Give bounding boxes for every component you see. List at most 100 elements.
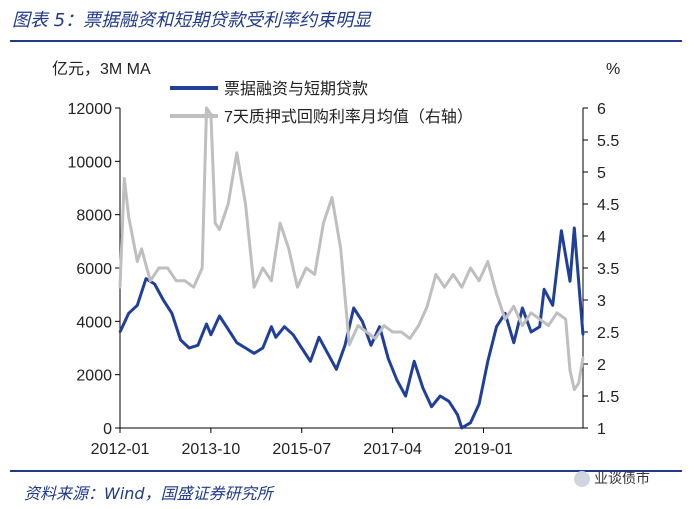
- data-point-repo-rate: [365, 330, 368, 334]
- data-point-loans: [209, 333, 213, 336]
- data-point-loans: [387, 357, 390, 360]
- data-point-loans: [378, 325, 381, 328]
- y2-tick-label: 3.5: [597, 261, 619, 278]
- data-point-repo-rate: [339, 247, 342, 250]
- data-point-loans: [179, 338, 182, 342]
- data-point-loans: [252, 352, 256, 355]
- data-point-loans: [227, 328, 230, 331]
- data-point-loans: [170, 312, 174, 315]
- y2-tick-label: 3: [597, 293, 606, 310]
- y2-tick-label: 1: [597, 421, 606, 438]
- x-tick-label: 2019-01: [454, 441, 513, 458]
- data-point-loans: [153, 282, 156, 286]
- data-point-loans: [529, 330, 533, 334]
- data-point-repo-rate: [313, 273, 316, 276]
- y2-tick-label: 5: [597, 165, 606, 182]
- data-point-loans: [361, 320, 364, 323]
- data-point-repo-rate: [443, 286, 446, 289]
- data-point-repo-rate: [304, 266, 308, 270]
- data-point-loans: [421, 386, 425, 390]
- data-point-loans: [512, 341, 515, 344]
- data-point-repo-rate: [296, 286, 299, 289]
- data-point-repo-rate: [426, 305, 429, 308]
- y2-tick-label: 6: [597, 101, 606, 118]
- data-point-repo-rate: [157, 266, 161, 270]
- data-point-repo-rate: [564, 318, 567, 321]
- y2-tick-label: 2.5: [597, 325, 619, 342]
- data-point-repo-rate: [252, 286, 256, 289]
- legend-label-1: 票据融资与短期贷款: [224, 80, 368, 98]
- data-point-repo-rate: [391, 330, 394, 334]
- left-axis-label: 亿元，3M MA: [52, 60, 151, 78]
- data-point-repo-rate: [417, 324, 420, 327]
- data-point-repo-rate: [400, 330, 403, 334]
- data-point-repo-rate: [538, 318, 541, 321]
- data-point-loans: [460, 426, 463, 430]
- y-tick-label: 8000: [76, 208, 112, 225]
- data-point-loans: [136, 304, 139, 307]
- data-point-loans: [244, 346, 247, 350]
- data-point-loans: [205, 322, 208, 326]
- data-point-repo-rate: [452, 273, 455, 276]
- y2-tick-label: 1.5: [597, 389, 619, 406]
- data-point-loans: [127, 312, 130, 315]
- data-point-loans: [413, 360, 416, 363]
- data-point-loans: [581, 333, 585, 336]
- data-point-loans: [291, 333, 295, 336]
- right-axis-label: %: [606, 61, 620, 78]
- data-point-repo-rate: [205, 106, 208, 110]
- data-point-repo-rate: [460, 286, 463, 289]
- data-point-loans: [439, 394, 442, 398]
- data-point-repo-rate: [166, 266, 169, 270]
- data-point-repo-rate: [123, 177, 126, 180]
- x-tick-label: 2013-10: [182, 441, 241, 458]
- data-point-loans: [188, 346, 191, 350]
- wechat-icon: [574, 471, 590, 487]
- data-point-repo-rate: [356, 324, 360, 327]
- data-point-loans: [274, 336, 277, 339]
- data-point-repo-rate: [227, 202, 230, 206]
- y-tick-label: 2000: [76, 368, 112, 385]
- data-point-loans: [538, 325, 541, 328]
- data-point-repo-rate: [408, 337, 412, 340]
- series-line-repo-rate: [118, 106, 585, 392]
- data-point-repo-rate: [573, 388, 576, 391]
- data-point-loans: [469, 421, 472, 424]
- data-point-repo-rate: [521, 324, 524, 327]
- data-point-repo-rate: [374, 337, 377, 340]
- series-group: [118, 106, 585, 430]
- data-point-loans: [317, 336, 321, 339]
- data-point-repo-rate: [261, 266, 264, 270]
- data-point-repo-rate: [235, 151, 238, 154]
- data-point-loans: [283, 325, 286, 328]
- data-point-repo-rate: [434, 273, 438, 276]
- data-point-repo-rate: [529, 311, 533, 314]
- data-point-loans: [309, 360, 312, 363]
- y-tick-label: 0: [103, 421, 112, 438]
- data-point-repo-rate: [330, 196, 334, 199]
- data-point-loans: [326, 352, 329, 355]
- data-point-loans: [335, 368, 338, 371]
- data-point-repo-rate: [577, 382, 580, 385]
- data-point-repo-rate: [477, 279, 481, 282]
- x-tick-label: 2017-04: [363, 441, 422, 458]
- x-tick-label: 2015-07: [272, 441, 331, 458]
- data-point-loans: [352, 306, 355, 310]
- y2-tick-label: 2: [597, 357, 606, 374]
- data-point-loans: [447, 400, 451, 403]
- data-point-loans: [551, 304, 554, 307]
- footer-divider: [10, 470, 682, 472]
- data-point-repo-rate: [486, 260, 489, 263]
- data-point-loans: [196, 344, 200, 347]
- data-point-loans: [300, 346, 303, 350]
- axes-group: 0 2000 4000 6000 8000 10000 12000 1 1.5 2 2.5 3 3.5 4…: [68, 101, 620, 458]
- legend-label-2: 7天质押式回购利率月均值（右轴）: [224, 108, 473, 126]
- data-point-repo-rate: [495, 292, 498, 295]
- data-point-repo-rate: [140, 247, 143, 250]
- data-point-loans: [568, 280, 572, 283]
- data-point-repo-rate: [469, 266, 472, 270]
- data-point-loans: [144, 277, 148, 280]
- data-point-repo-rate: [287, 247, 290, 250]
- data-point-repo-rate: [136, 260, 139, 263]
- data-point-loans: [495, 325, 498, 328]
